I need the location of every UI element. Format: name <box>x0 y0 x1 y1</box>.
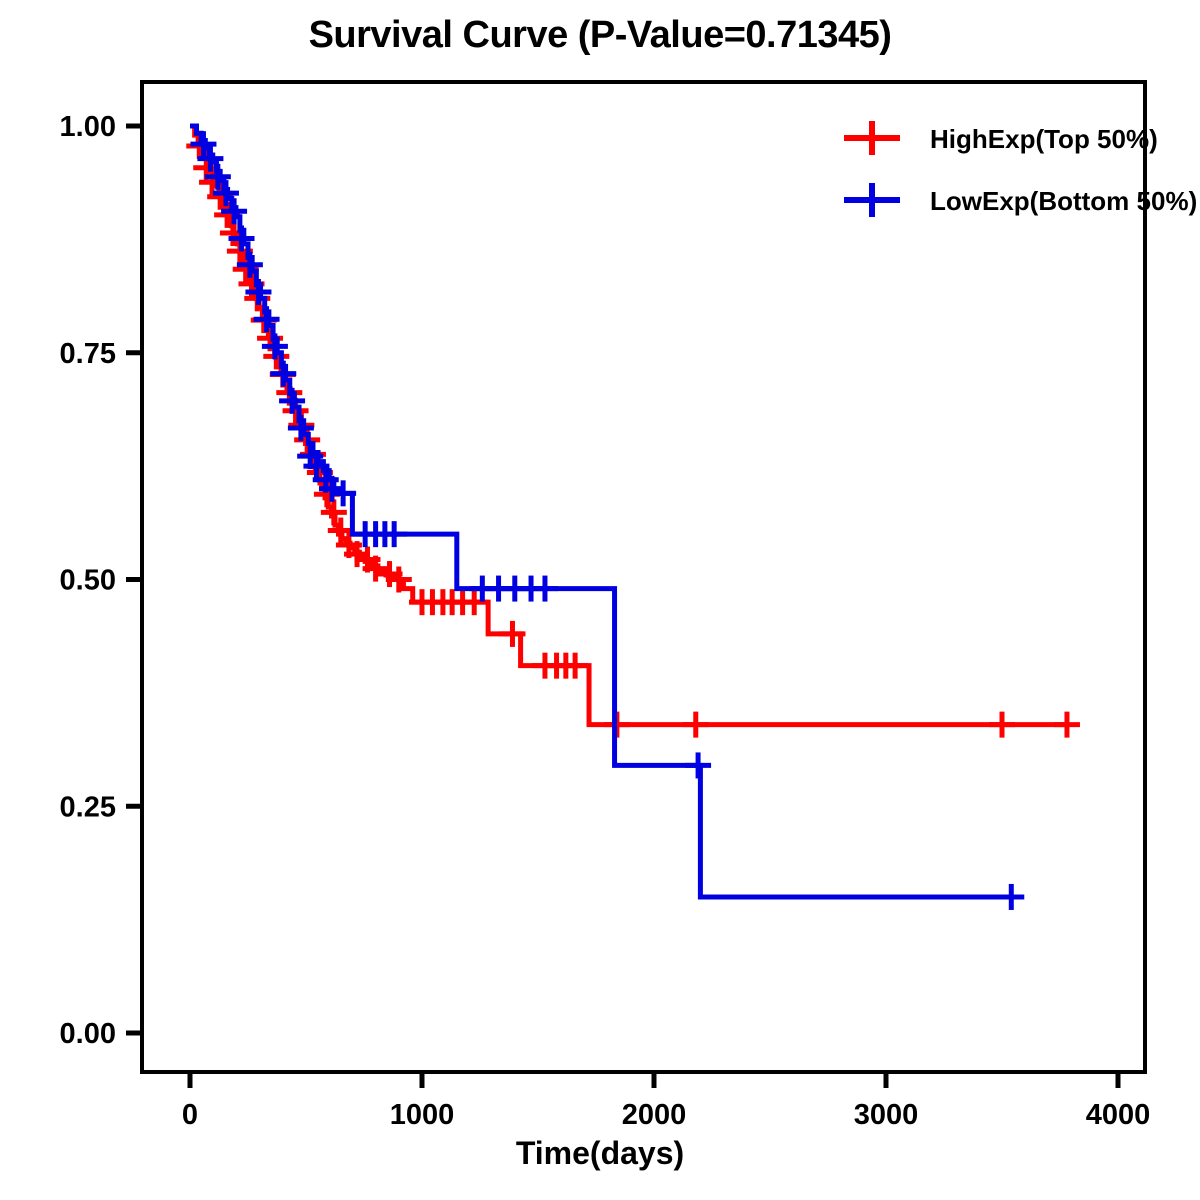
series-layer <box>186 123 1080 910</box>
y-tick-label: 1.00 <box>60 111 116 143</box>
y-tick-label: 0.00 <box>60 1018 116 1050</box>
x-tick-label: 4000 <box>1086 1099 1151 1131</box>
x-tick-label: 0 <box>182 1099 198 1131</box>
x-tick-label: 2000 <box>622 1099 687 1131</box>
y-tick-label: 0.50 <box>60 565 116 597</box>
x-axis-ticks: 0 1000 2000 3000 4000 <box>182 1072 1150 1131</box>
y-axis-ticks: 0.00 0.25 0.50 0.75 1.00 <box>60 111 142 1050</box>
y-tick-label: 0.25 <box>60 791 116 823</box>
legend-label: HighExp(Top 50%) <box>930 124 1158 154</box>
survival-step-line <box>190 123 1016 900</box>
survival-series <box>190 123 1025 910</box>
x-tick-label: 3000 <box>854 1099 919 1131</box>
survival-series <box>186 123 1080 738</box>
censor-marks <box>190 131 1025 910</box>
y-tick-label: 0.75 <box>60 338 116 370</box>
chart-legend: HighExp(Top 50%) LowExp(Bottom 50%) <box>844 121 1197 217</box>
censor-marks <box>186 132 1080 738</box>
legend-item[interactable]: HighExp(Top 50%) <box>844 121 1158 155</box>
legend-label: LowExp(Bottom 50%) <box>930 186 1197 216</box>
chart-title: Survival Curve (P-Value=0.71345) <box>308 14 892 56</box>
x-axis-label: Time(days) <box>515 1135 685 1171</box>
plot-frame <box>140 80 1147 1074</box>
legend-item[interactable]: LowExp(Bottom 50%) <box>844 183 1197 217</box>
x-tick-label: 1000 <box>390 1099 455 1131</box>
plot-border <box>140 80 1147 1074</box>
